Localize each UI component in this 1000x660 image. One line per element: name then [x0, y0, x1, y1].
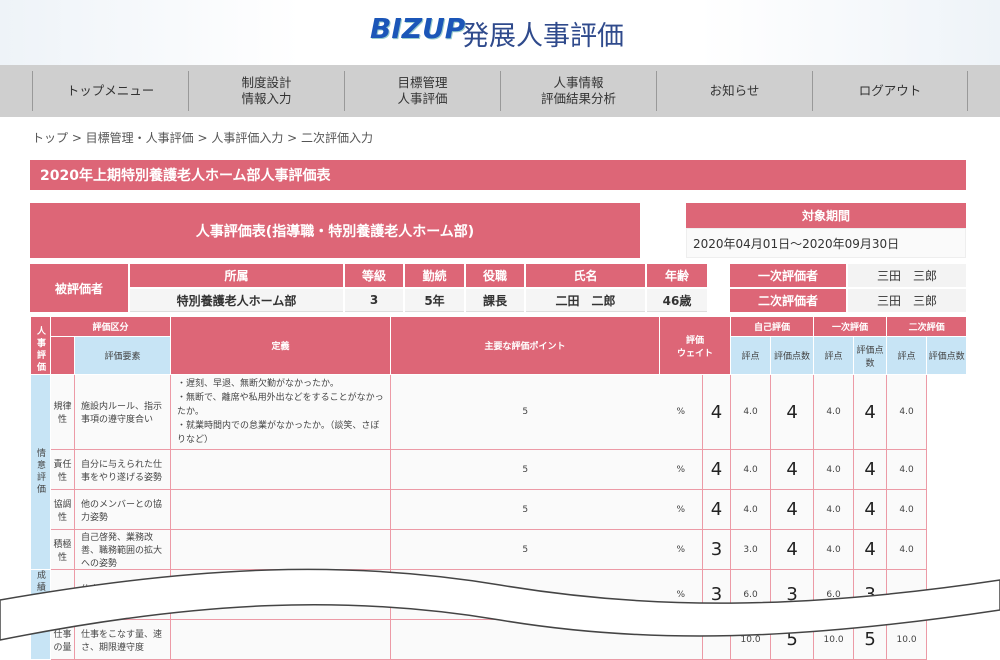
first-points: 4.0 [813, 489, 855, 530]
header-points-total: 評価点数 [926, 336, 968, 375]
header-element: 評価要素 [73, 336, 172, 375]
weight-unit: % [659, 449, 704, 490]
app-title: 発展人事評価 [462, 21, 624, 52]
group-label: 情意評価 [30, 374, 51, 570]
side-label: 人事評価 [30, 316, 51, 375]
second-points: 4.0 [886, 529, 928, 570]
header-position: 役職 [466, 264, 524, 287]
second-evaluator-name: 三田 三郎 [848, 289, 966, 312]
nav-hr-analysis[interactable]: 人事情報 評価結果分析 [500, 71, 656, 111]
self-score[interactable]: 3 [702, 529, 732, 570]
self-score[interactable]: 4 [702, 449, 732, 490]
weight: 5 [390, 529, 660, 570]
first-score[interactable]: 4 [770, 449, 815, 490]
header-second: 二次評価 [886, 316, 968, 337]
value-grade: 3 [345, 289, 403, 312]
page-title: 2020年上期特別養護老人ホーム部人事評価表 [30, 160, 966, 190]
header-weight: 評価 ウェイト [659, 316, 732, 375]
value-position: 課長 [466, 289, 524, 312]
evaluation-points [170, 489, 392, 530]
table-row: 責任性 自分に与えられた仕事をやり遂げる姿勢 5 % 4 4.0 4 4.0 4… [31, 449, 967, 490]
first-score[interactable]: 4 [770, 529, 815, 570]
sheet-title: 人事評価表(指導職・特別養護老人ホーム部) [30, 203, 640, 258]
element: 積極性 [50, 529, 75, 570]
weight: 5 [390, 489, 660, 530]
header-score: 評点 [730, 336, 772, 375]
first-points: 4.0 [813, 529, 855, 570]
header-points: 主要な評価ポイント [390, 316, 661, 375]
header-spacer [50, 336, 75, 375]
first-score[interactable]: 4 [770, 374, 815, 450]
header-definition: 定義 [170, 316, 392, 375]
header-self: 自己評価 [730, 316, 815, 337]
bizup-logo[interactable]: BIZUP [370, 12, 466, 45]
self-points: 4.0 [730, 449, 772, 490]
evaluation-points [170, 529, 392, 570]
first-score[interactable]: 4 [770, 489, 815, 530]
second-score[interactable]: 4 [853, 529, 888, 570]
weight-unit: % [659, 374, 704, 450]
element: 規律性 [50, 374, 75, 450]
self-points: 4.0 [730, 374, 772, 450]
second-points: 4.0 [886, 489, 928, 530]
definition: 自己啓発、業務改善、職務範囲の拡大への姿勢 [73, 529, 172, 570]
nav-logout[interactable]: ログアウト [812, 71, 968, 111]
period-value: 2020年04月01日～2020年09月30日 [686, 228, 966, 258]
first-evaluator-name: 三田 三郎 [848, 264, 966, 287]
value-dept: 特別養護老人ホーム部 [130, 289, 343, 312]
nav-goal-management[interactable]: 目標管理 人事評価 [344, 71, 500, 111]
table-row: 協調性 他のメンバーとの協力姿勢 5 % 4 4.0 4 4.0 4 4.0 [31, 489, 967, 530]
element: 協調性 [50, 489, 75, 530]
self-score[interactable]: 4 [702, 489, 732, 530]
self-points: 4.0 [730, 489, 772, 530]
value-age: 46歳 [647, 289, 707, 312]
header-grade: 等級 [345, 264, 403, 287]
weight: 5 [390, 449, 660, 490]
nav-top-menu[interactable]: トップメニュー [32, 71, 188, 111]
second-score[interactable]: 4 [853, 489, 888, 530]
definition: 施設内ルール、指示事項の遵守度合い [73, 374, 172, 450]
first-points: 4.0 [813, 374, 855, 450]
nav-system-design[interactable]: 制度設計 情報入力 [188, 71, 344, 111]
header-category: 評価区分 [49, 316, 172, 337]
main-nav: トップメニュー 制度設計 情報入力 目標管理 人事評価 人事情報 評価結果分析 … [0, 65, 1000, 117]
header-dept: 所属 [130, 264, 343, 287]
table-row: 情意評価 規律性 施設内ルール、指示事項の遵守度合い ・遅刻、早退、無断欠勤がなか… [30, 374, 967, 570]
second-evaluator-label: 二次評価者 [730, 289, 846, 312]
header-age: 年齢 [647, 264, 707, 287]
header-name: 氏名 [526, 264, 645, 287]
self-score[interactable]: 4 [702, 374, 732, 450]
definition: 自分に与えられた仕事をやり遂げる姿勢 [73, 449, 172, 490]
header-tenure: 勤続 [405, 264, 464, 287]
value-name: 二田 二郎 [526, 289, 645, 312]
evaluation-points: ・遅刻、早退、無断欠勤がなかったか。 ・無断で、離席や私用外出などをすることがな… [170, 374, 392, 450]
header-points-total: 評価点数 [770, 336, 815, 375]
header-first: 一次評価 [813, 316, 888, 337]
definition: 他のメンバーとの協力姿勢 [73, 489, 172, 530]
header-score: 評点 [886, 336, 928, 375]
second-score[interactable]: 4 [853, 449, 888, 490]
second-score[interactable]: 4 [853, 374, 888, 450]
header-score: 評点 [813, 336, 855, 375]
evaluation-points [170, 449, 392, 490]
nav-notices[interactable]: お知らせ [656, 71, 812, 111]
breadcrumb[interactable]: トップ > 目標管理・人事評価 > 人事評価入力 > 二次評価入力 [32, 131, 374, 145]
period-label: 対象期間 [686, 203, 966, 228]
first-points: 4.0 [813, 449, 855, 490]
evaluatee-label: 被評価者 [30, 264, 128, 312]
second-points: 4.0 [886, 374, 928, 450]
weight-unit: % [659, 489, 704, 530]
site-header: BIZUP 発展人事評価 [0, 0, 1000, 65]
header-points-total: 評価点数 [853, 336, 888, 375]
element: 責任性 [50, 449, 75, 490]
table-row: 積極性 自己啓発、業務改善、職務範囲の拡大への姿勢 5 % 3 3.0 4 4.… [31, 529, 967, 570]
weight: 5 [390, 374, 660, 450]
second-points: 4.0 [886, 449, 928, 490]
self-points: 3.0 [730, 529, 772, 570]
first-evaluator-label: 一次評価者 [730, 264, 846, 287]
cut-wave-decoration [0, 568, 1000, 641]
value-tenure: 5年 [405, 289, 464, 312]
